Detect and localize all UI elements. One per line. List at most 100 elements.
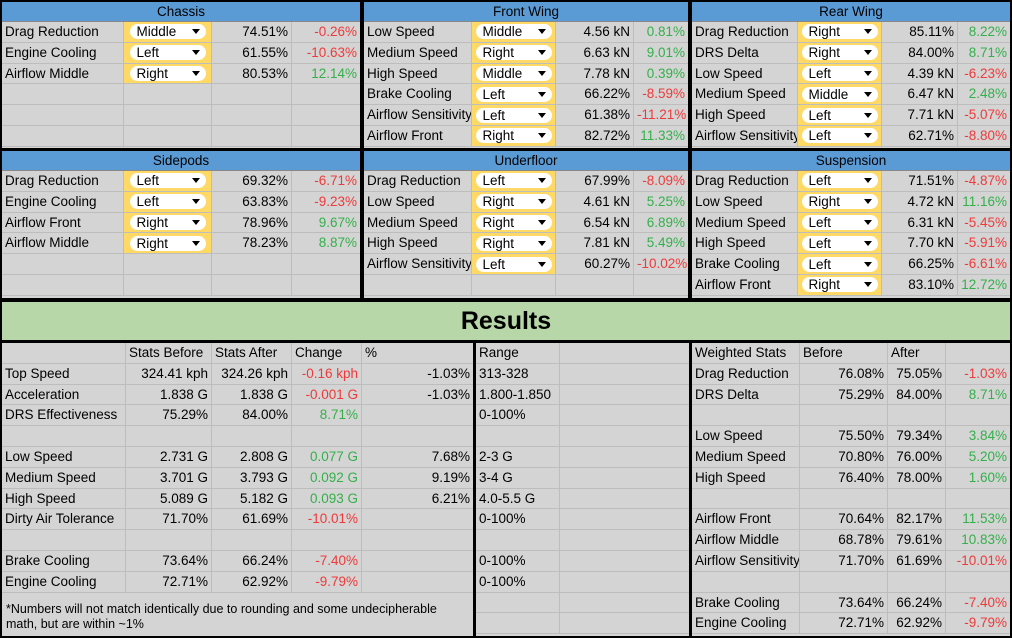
- dropdown-cell: Left: [124, 171, 212, 191]
- choice-dropdown[interactable]: Middle: [475, 65, 552, 81]
- choice-dropdown[interactable]: Left: [475, 107, 552, 123]
- table-row: Brake Cooling Left 66.25% -6.61%: [692, 254, 1010, 275]
- choice-dropdown[interactable]: Left: [129, 45, 206, 61]
- stat-name: [2, 530, 126, 550]
- table-row: 0-100%: [476, 550, 689, 572]
- stat-percent: [362, 426, 473, 446]
- chevron-down-icon: [537, 91, 546, 97]
- results-banner: Results: [2, 302, 1010, 340]
- choice-dropdown[interactable]: Right: [801, 45, 878, 61]
- stat-value: 6.47 kN: [882, 84, 958, 105]
- cell: [560, 343, 689, 363]
- choice-dropdown[interactable]: Right: [801, 194, 878, 210]
- stat-before: 76.08%: [800, 363, 888, 384]
- chevron-down-icon: [191, 29, 200, 35]
- part-name: High Speed: [692, 105, 798, 125]
- choice-dropdown[interactable]: Left: [475, 86, 552, 102]
- choice-dropdown[interactable]: Right: [475, 235, 552, 251]
- choice-dropdown[interactable]: Left: [801, 235, 878, 251]
- stat-change: 1.60%: [968, 469, 1007, 485]
- stat-range: 4.0-5.5 G: [476, 488, 560, 509]
- stat-name: Airflow Front: [692, 509, 800, 530]
- choice-dropdown[interactable]: Left: [129, 194, 206, 210]
- cell: [560, 593, 689, 613]
- stat-value: 4.56 kN: [556, 22, 634, 42]
- part-name: Low Speed: [692, 63, 798, 84]
- chevron-down-icon: [537, 29, 546, 35]
- stat-value: 6.31 kN: [882, 212, 958, 233]
- choice-dropdown[interactable]: Left: [801, 128, 878, 144]
- section-title: Front Wing: [364, 2, 688, 22]
- choice-dropdown[interactable]: Right: [129, 214, 206, 230]
- dropdown-cell: Left: [798, 212, 882, 233]
- choice-dropdown[interactable]: Left: [801, 256, 878, 272]
- stat-value: [212, 274, 292, 295]
- table-row: 4.0-5.5 G: [476, 488, 689, 510]
- choice-dropdown[interactable]: Right: [129, 235, 206, 251]
- dropdown-cell: Right: [798, 22, 882, 42]
- table-row: 1.800-1.850: [476, 384, 689, 406]
- part-name: Airflow Sensitivity: [364, 254, 472, 274]
- dropdown-value: Left: [808, 214, 832, 230]
- choice-dropdown[interactable]: Right: [801, 277, 878, 293]
- dropdown-cell: Right: [472, 42, 556, 63]
- stat-before: [800, 571, 888, 592]
- choice-dropdown[interactable]: Left: [801, 107, 878, 123]
- stat-change: 11.53%: [962, 511, 1007, 527]
- stat-change: -10.01%: [292, 509, 362, 530]
- choice-dropdown[interactable]: Right: [475, 194, 552, 210]
- dropdown-cell: [124, 254, 212, 274]
- choice-dropdown[interactable]: Middle: [129, 24, 206, 40]
- choice-dropdown[interactable]: Right: [475, 128, 552, 144]
- stat-percent: 9.19%: [431, 469, 470, 485]
- table-row: Airflow Front Right 83.10% 12.72%: [692, 274, 1010, 296]
- stat-before: 5.089 G: [126, 488, 212, 509]
- dropdown-value: Left: [808, 235, 832, 251]
- choice-dropdown[interactable]: Right: [475, 45, 552, 61]
- stat-after: 78.00%: [888, 467, 946, 488]
- dropdown-cell: [124, 84, 212, 105]
- choice-dropdown[interactable]: Left: [129, 173, 206, 189]
- choice-dropdown[interactable]: Left: [801, 214, 878, 230]
- column-header: Stats Before: [126, 343, 212, 363]
- chevron-down-icon: [863, 133, 872, 139]
- stat-value: 60.27%: [556, 254, 634, 274]
- stat-after: 61.69%: [888, 550, 946, 571]
- stat-name: [2, 426, 126, 446]
- table-row: [692, 405, 1010, 427]
- choice-dropdown[interactable]: Left: [801, 173, 878, 189]
- choice-dropdown[interactable]: Middle: [801, 86, 878, 102]
- stat-name: Medium Speed: [692, 446, 800, 467]
- table-row: DRS Delta 75.29% 84.00% 8.71%: [692, 384, 1010, 406]
- dropdown-cell: [124, 125, 212, 146]
- cell: [560, 572, 689, 592]
- choice-dropdown[interactable]: Left: [475, 256, 552, 272]
- part-name: High Speed: [692, 233, 798, 254]
- stat-value: 4.72 kN: [882, 191, 958, 212]
- stat-percent: [362, 509, 473, 529]
- dropdown-value: Right: [808, 45, 841, 61]
- table-row: High Speed 5.089 G 5.182 G 0.093 G 6.21%: [2, 488, 473, 510]
- stat-value: 61.55%: [212, 42, 292, 63]
- choice-dropdown[interactable]: Left: [801, 65, 878, 81]
- stat-change: [292, 105, 360, 125]
- choice-dropdown[interactable]: Right: [475, 214, 552, 230]
- dropdown-value: Right: [136, 214, 169, 230]
- stat-value: 74.51%: [212, 22, 292, 42]
- choice-dropdown[interactable]: Left: [475, 173, 552, 189]
- section-title: Rear Wing: [692, 2, 1010, 22]
- part-name: Airflow Front: [2, 212, 124, 233]
- stat-value: 67.99%: [556, 171, 634, 191]
- choice-dropdown[interactable]: Middle: [475, 24, 552, 40]
- stat-value: 78.96%: [212, 212, 292, 233]
- dropdown-value: Right: [482, 194, 515, 210]
- choice-dropdown[interactable]: Right: [801, 24, 878, 40]
- table-row: [476, 592, 689, 614]
- choice-dropdown[interactable]: Right: [129, 65, 206, 81]
- part-name: Airflow Front: [692, 274, 798, 295]
- stat-change: [292, 126, 360, 146]
- part-name: Low Speed: [364, 191, 472, 212]
- stat-change: -8.80%: [964, 127, 1007, 143]
- dropdown-cell: Right: [472, 212, 556, 233]
- chevron-down-icon: [863, 261, 872, 267]
